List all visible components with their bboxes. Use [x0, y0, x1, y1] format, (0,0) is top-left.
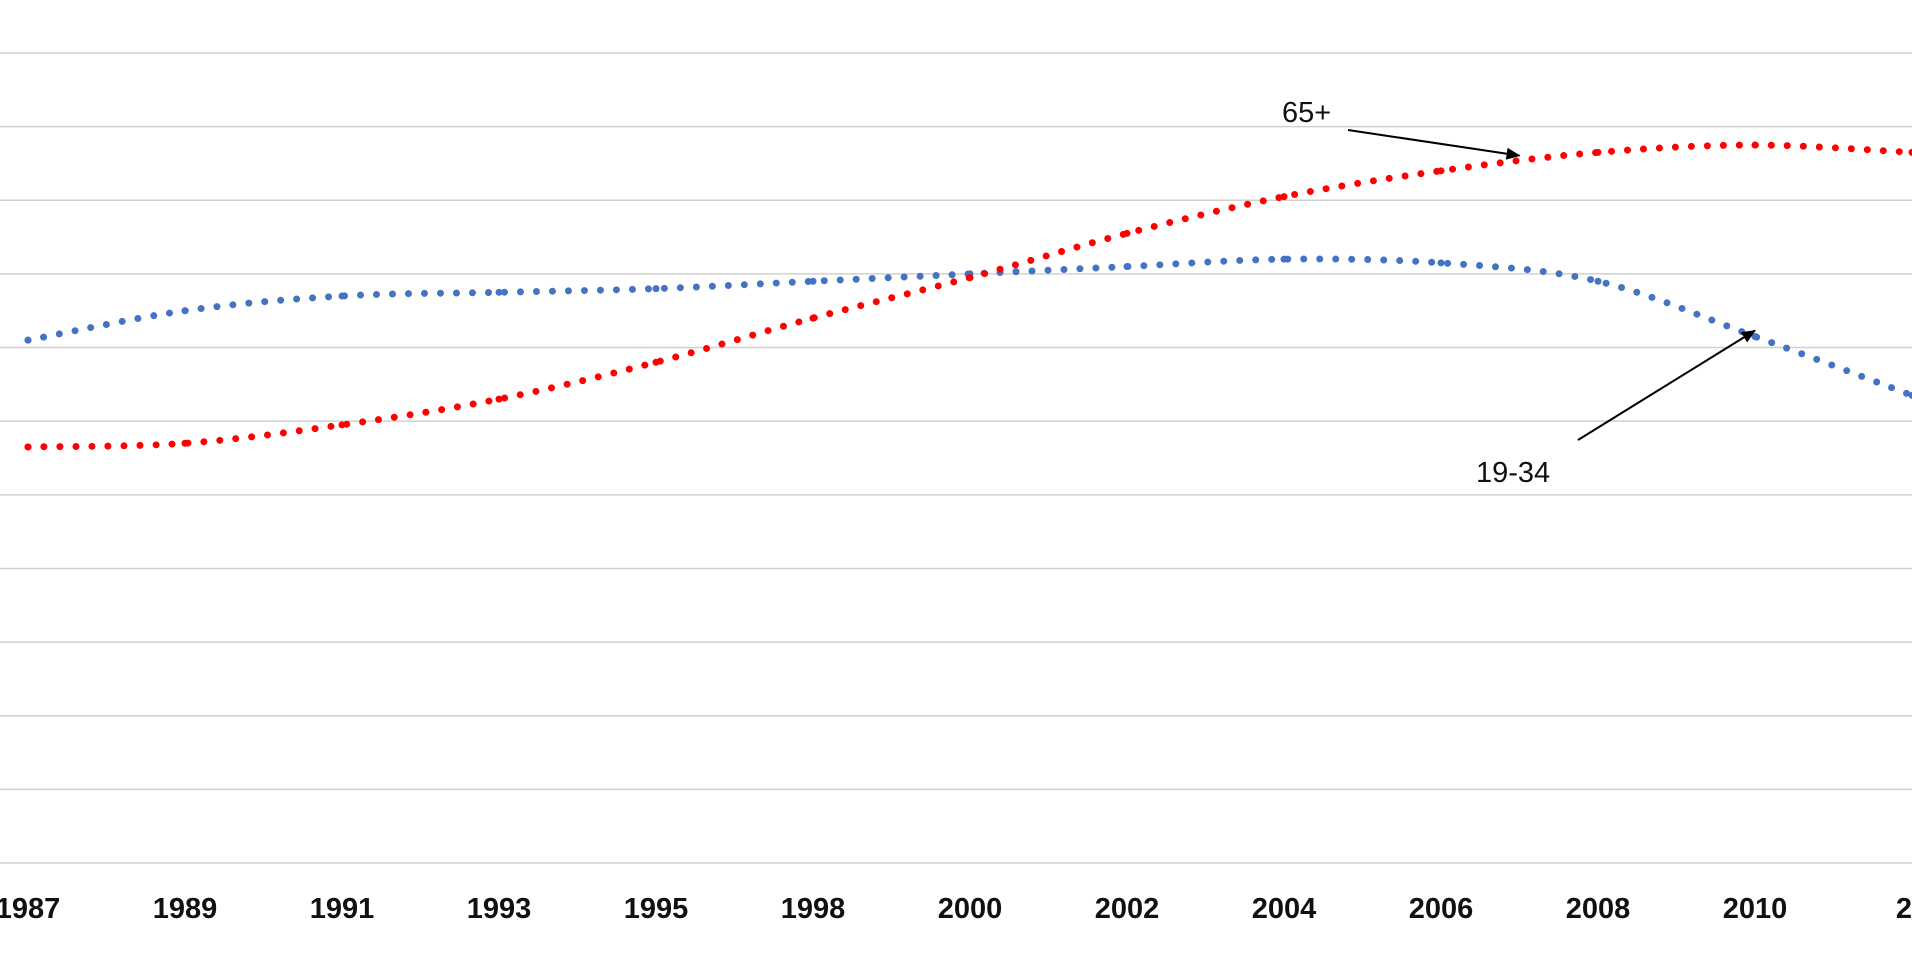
data-point-age_65_plus-1991 — [339, 421, 346, 428]
gridlines — [0, 53, 1912, 863]
data-point-age_65_plus-2012 — [1909, 149, 1912, 156]
annotation-label-age_19_34: 19-34 — [1476, 457, 1550, 489]
x-tick-label: 2002 — [1095, 893, 1160, 925]
annotation-label-age_65_plus: 65+ — [1282, 97, 1331, 129]
series-lines — [25, 142, 1912, 451]
data-point-age_19_34-1998 — [810, 278, 817, 285]
x-tick-label: 1998 — [781, 893, 846, 925]
data-point-age_65_plus-2000 — [967, 274, 974, 281]
data-point-age_19_34-1987 — [25, 337, 32, 344]
x-tick-label: 1993 — [467, 893, 532, 925]
x-tick-label: 1995 — [624, 893, 689, 925]
data-point-age_19_34-1995 — [653, 285, 660, 292]
data-point-age_19_34-2006 — [1438, 259, 1445, 266]
annotation-arrow-age_65_plus — [1348, 130, 1520, 156]
data-point-age_65_plus-1995 — [653, 359, 660, 366]
data-point-age_65_plus-2008 — [1595, 149, 1602, 156]
data-point-age_65_plus-1993 — [496, 396, 503, 403]
x-tick-label: 2004 — [1252, 893, 1317, 925]
data-point-age_19_34-2004 — [1281, 256, 1288, 263]
data-point-age_19_34-1989 — [182, 307, 189, 314]
data-point-age_19_34-2008 — [1595, 278, 1602, 285]
x-tick-label: 2006 — [1409, 893, 1474, 925]
data-point-age_65_plus-1987 — [25, 443, 32, 450]
data-point-age_65_plus-1998 — [810, 315, 817, 322]
data-point-age_65_plus-2002 — [1124, 230, 1131, 237]
x-axis-tick-labels: 1987 1989 1991 1993 1995 1998 2000 2002 2004 2006… — [0, 893, 1912, 925]
x-tick-label: 1987 — [0, 893, 60, 925]
data-point-age_19_34-2002 — [1124, 263, 1131, 270]
x-tick-label: 2010 — [1723, 893, 1788, 925]
data-point-age_65_plus-1989 — [182, 440, 189, 447]
data-point-age_19_34-1993 — [496, 289, 503, 296]
data-point-age_19_34-1991 — [339, 293, 346, 300]
data-point-age_65_plus-2004 — [1281, 193, 1288, 200]
data-point-age_19_34-2010 — [1752, 333, 1759, 340]
x-tick-label: 1989 — [153, 893, 218, 925]
x-tick-label: 1991 — [310, 893, 375, 925]
data-point-age_65_plus-2010 — [1752, 142, 1759, 149]
annotations: 65+ 19-34 — [1282, 97, 1755, 489]
x-tick-label: 2000 — [938, 893, 1003, 925]
x-tick-label: 2008 — [1566, 893, 1631, 925]
x-tick-label: 20 — [1896, 893, 1912, 925]
data-point-age_65_plus-2006 — [1438, 167, 1445, 174]
